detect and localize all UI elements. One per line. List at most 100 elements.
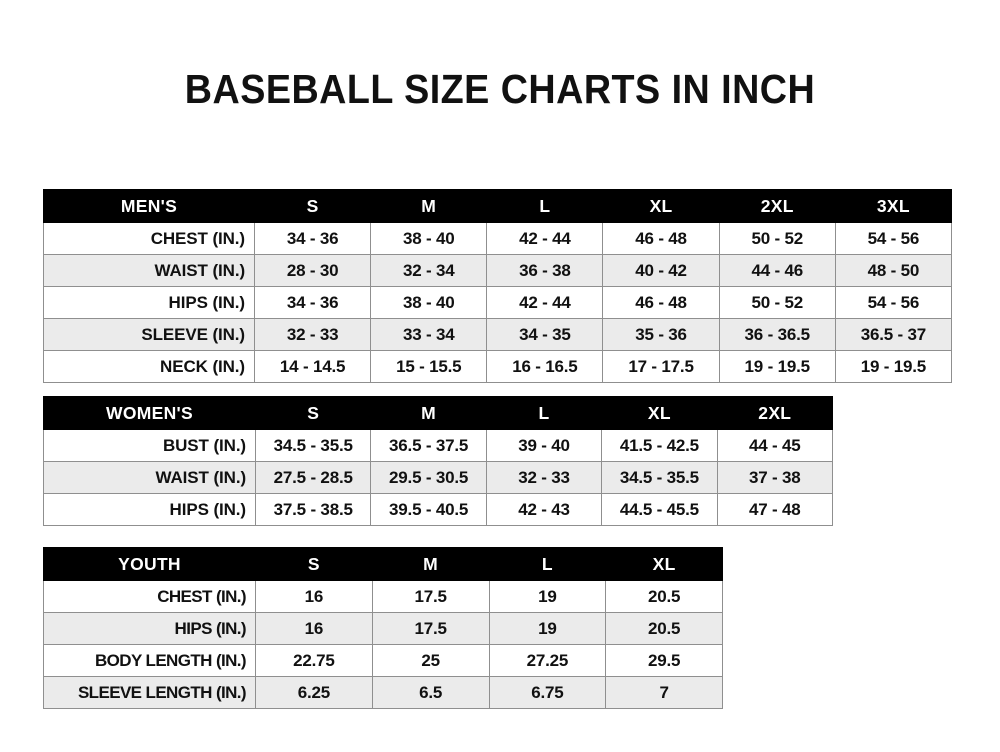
- womens-measure-label: WAIST (IN.): [43, 461, 256, 494]
- table-row: NECK (IN.) 14 - 14.5 15 - 15.5 16 - 16.5 17 …: [43, 350, 953, 383]
- youth-size-table: YOUTH S M L XL CHEST (IN.) 16 17.5 19 20.5 HIPS (…: [43, 547, 723, 709]
- mens-measure-value: 34 - 36: [253, 222, 372, 255]
- womens-table-body: BUST (IN.) 34.5 - 35.5 36.5 - 37.5 39 - 40 4…: [43, 429, 834, 526]
- youth-measure-value: 16: [255, 612, 373, 645]
- mens-size-header-s: S: [253, 189, 372, 223]
- womens-measure-value: 34.5 - 35.5: [601, 461, 718, 494]
- mens-measure-value: 46 - 48: [602, 222, 720, 255]
- womens-measure-label: HIPS (IN.): [43, 493, 256, 526]
- mens-category-header: MEN'S: [43, 189, 255, 223]
- mens-measure-label: NECK (IN.): [43, 350, 255, 383]
- table-row: HIPS (IN.) 16 17.5 19 20.5: [43, 612, 723, 645]
- youth-measure-label: BODY LENGTH (IN.): [43, 644, 256, 677]
- womens-measure-value: 47 - 48: [716, 493, 834, 526]
- youth-measure-value: 19: [488, 612, 607, 645]
- womens-measure-value: 32 - 33: [485, 461, 603, 494]
- table-row: HIPS (IN.) 34 - 36 38 - 40 42 - 44 46 - 48 50…: [43, 286, 953, 319]
- mens-measure-value: 42 - 44: [486, 222, 604, 255]
- youth-measure-value: 6.5: [371, 676, 490, 709]
- youth-header-row: YOUTH S M L XL: [43, 547, 723, 581]
- table-row: HIPS (IN.) 37.5 - 38.5 39.5 - 40.5 42 - 43 4…: [43, 493, 834, 526]
- womens-measure-value: 37 - 38: [716, 461, 834, 494]
- mens-measure-value: 28 - 30: [253, 254, 372, 287]
- youth-measure-value: 17.5: [371, 612, 490, 645]
- womens-table-head: WOMEN'S S M L XL 2XL: [43, 396, 834, 430]
- mens-size-table: MEN'S S M L XL 2XL 3XL CHEST (IN.) 34 - 36 38 - …: [43, 189, 953, 383]
- womens-size-header-s: S: [254, 396, 372, 430]
- mens-measure-value: 33 - 34: [370, 318, 488, 351]
- womens-measure-value: 34.5 - 35.5: [254, 429, 372, 462]
- youth-size-header-xl: XL: [605, 547, 723, 581]
- mens-measure-value: 40 - 42: [602, 254, 720, 287]
- youth-measure-value: 22.75: [255, 644, 373, 677]
- youth-measure-value: 16: [255, 580, 373, 613]
- womens-measure-value: 42 - 43: [485, 493, 603, 526]
- youth-size-header-l: L: [488, 547, 607, 581]
- mens-measure-label: CHEST (IN.): [43, 222, 255, 255]
- womens-measure-label: BUST (IN.): [43, 429, 256, 462]
- mens-measure-value: 34 - 36: [253, 286, 372, 319]
- table-row: WAIST (IN.) 27.5 - 28.5 29.5 - 30.5 32 - 33…: [43, 461, 834, 494]
- womens-header-row: WOMEN'S S M L XL 2XL: [43, 396, 834, 430]
- womens-measure-value: 44.5 - 45.5: [601, 493, 718, 526]
- mens-measure-value: 54 - 56: [834, 222, 953, 255]
- mens-size-header-3xl: 3XL: [834, 189, 953, 223]
- womens-size-header-xl: XL: [601, 396, 718, 430]
- mens-measure-value: 32 - 34: [370, 254, 488, 287]
- mens-measure-value: 32 - 33: [253, 318, 372, 351]
- youth-measure-value: 17.5: [371, 580, 490, 613]
- mens-measure-value: 19 - 19.5: [834, 350, 953, 383]
- mens-measure-value: 46 - 48: [602, 286, 720, 319]
- youth-measure-value: 19: [488, 580, 607, 613]
- table-row: BODY LENGTH (IN.) 22.75 25 27.25 29.5: [43, 644, 723, 677]
- mens-measure-label: HIPS (IN.): [43, 286, 255, 319]
- youth-measure-value: 29.5: [605, 644, 723, 677]
- youth-measure-label: SLEEVE LENGTH (IN.): [43, 676, 256, 709]
- mens-measure-label: SLEEVE (IN.): [43, 318, 255, 351]
- table-row: SLEEVE LENGTH (IN.) 6.25 6.5 6.75 7: [43, 676, 723, 709]
- mens-measure-value: 19 - 19.5: [718, 350, 836, 383]
- mens-measure-value: 48 - 50: [834, 254, 953, 287]
- youth-measure-value: 7: [605, 676, 723, 709]
- mens-size-header-2xl: 2XL: [718, 189, 836, 223]
- youth-measure-label: HIPS (IN.): [43, 612, 256, 645]
- youth-measure-value: 20.5: [605, 612, 723, 645]
- mens-measure-value: 36 - 36.5: [718, 318, 836, 351]
- womens-size-table: WOMEN'S S M L XL 2XL BUST (IN.) 34.5 - 35.5 36.…: [43, 396, 834, 526]
- mens-header-row: MEN'S S M L XL 2XL 3XL: [43, 189, 953, 223]
- mens-measure-value: 50 - 52: [718, 286, 836, 319]
- table-row: SLEEVE (IN.) 32 - 33 33 - 34 34 - 35 35 - 36…: [43, 318, 953, 351]
- youth-category-header: YOUTH: [43, 547, 256, 581]
- table-row: CHEST (IN.) 34 - 36 38 - 40 42 - 44 46 - 48 5…: [43, 222, 953, 255]
- youth-measure-value: 6.75: [488, 676, 607, 709]
- mens-measure-value: 44 - 46: [718, 254, 836, 287]
- youth-size-header-m: M: [371, 547, 490, 581]
- youth-measure-value: 25: [371, 644, 490, 677]
- mens-table-body: CHEST (IN.) 34 - 36 38 - 40 42 - 44 46 - 48 5…: [43, 222, 953, 383]
- mens-measure-value: 42 - 44: [486, 286, 604, 319]
- mens-measure-value: 17 - 17.5: [602, 350, 720, 383]
- mens-measure-value: 35 - 36: [602, 318, 720, 351]
- mens-measure-label: WAIST (IN.): [43, 254, 255, 287]
- mens-measure-value: 50 - 52: [718, 222, 836, 255]
- womens-measure-value: 44 - 45: [716, 429, 834, 462]
- mens-measure-value: 36 - 38: [486, 254, 604, 287]
- womens-measure-value: 29.5 - 30.5: [370, 461, 487, 494]
- youth-table-body: CHEST (IN.) 16 17.5 19 20.5 HIPS (IN.) 16 17.5 1…: [43, 580, 723, 709]
- table-row: CHEST (IN.) 16 17.5 19 20.5: [43, 580, 723, 613]
- womens-measure-value: 27.5 - 28.5: [254, 461, 372, 494]
- youth-measure-value: 20.5: [605, 580, 723, 613]
- womens-measure-value: 41.5 - 42.5: [601, 429, 718, 462]
- youth-measure-label: CHEST (IN.): [43, 580, 256, 613]
- page-title: BASEBALL SIZE CHARTS IN INCH: [184, 66, 816, 112]
- mens-measure-value: 38 - 40: [370, 286, 488, 319]
- mens-measure-value: 34 - 35: [486, 318, 604, 351]
- womens-measure-value: 39.5 - 40.5: [370, 493, 487, 526]
- mens-measure-value: 54 - 56: [834, 286, 953, 319]
- womens-category-header: WOMEN'S: [43, 396, 256, 430]
- mens-table-head: MEN'S S M L XL 2XL 3XL: [43, 189, 953, 223]
- mens-size-header-xl: XL: [602, 189, 720, 223]
- womens-measure-value: 39 - 40: [485, 429, 603, 462]
- table-row: BUST (IN.) 34.5 - 35.5 36.5 - 37.5 39 - 40 4…: [43, 429, 834, 462]
